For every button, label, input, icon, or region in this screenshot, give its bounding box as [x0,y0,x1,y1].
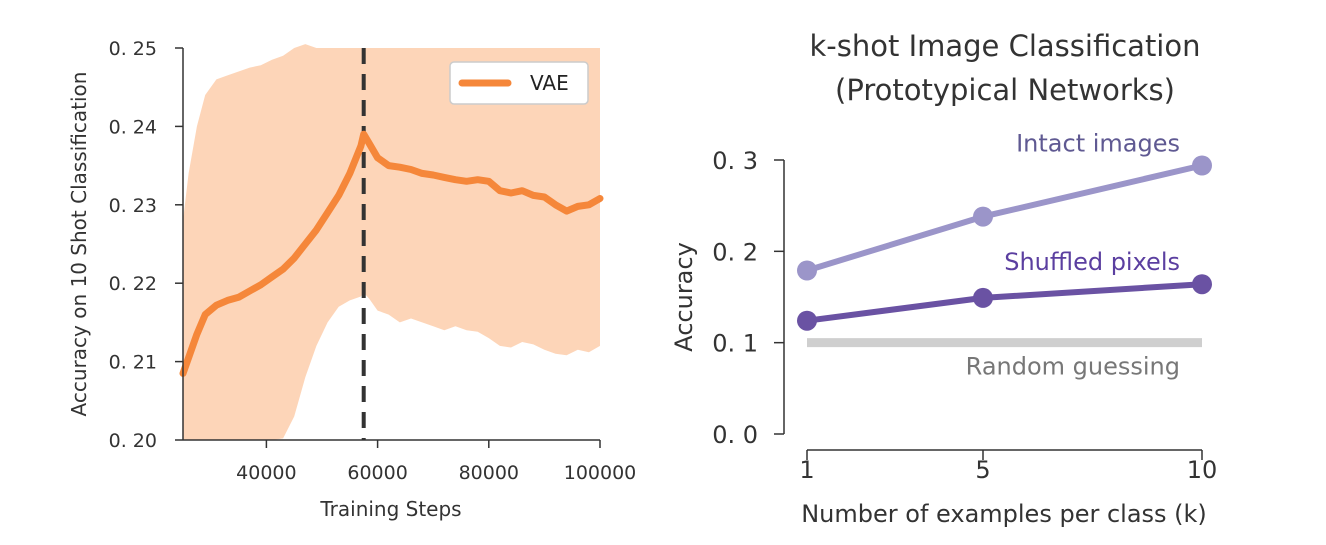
left-x-tick-label: 80000 [459,462,519,484]
left-x-tick-label: 100000 [564,462,637,484]
series-point-0 [1192,155,1212,176]
left-y-ticks: 0. 20 0. 21 0. 22 0. 23 0. 24 0. 25 [109,38,183,452]
right-series-group: Intact images Shuffled pixels [797,130,1212,331]
right-x-axis-label: Number of examples per class (k) [801,500,1207,528]
right-y-ticks: 0. 0 0. 1 0. 2 0. 3 [712,147,784,449]
right-y-tick-label: 0. 0 [712,421,758,449]
right-x-tick-label: 10 [1187,456,1218,484]
vae-series-line [179,130,604,377]
left-x-tick-label: 60000 [347,462,407,484]
right-y-tick-label: 0. 2 [712,238,758,266]
legend-label-vae: VAE [530,71,569,95]
left-x-axis-label: Training Steps [319,497,461,521]
left-y-tick-label: 0. 23 [109,195,157,217]
series-line-1 [806,281,1203,324]
right-y-tick-label: 0. 3 [712,147,758,175]
left-y-axis-label: Accuracy on 10 Shot Classification [67,72,91,417]
series-label-0: Intact images [1016,130,1180,158]
left-y-tick-label: 0. 22 [109,273,157,295]
right-chart: k-shot Image Classification (Prototypica… [670,29,1217,528]
right-chart-title-line-1: k-shot Image Classification [809,29,1200,63]
left-x-ticks: 40000 60000 80000 100000 [236,440,636,484]
right-y-tick-label: 0. 1 [712,330,758,358]
left-y-tick-label: 0. 20 [109,430,157,452]
series-label-1: Shuffled pixels [1004,248,1180,276]
left-x-tick-label: 40000 [236,462,296,484]
vae-confidence-band [183,44,600,440]
right-x-ticks: 1 5 10 [799,450,1217,484]
right-y-axis-label: Accuracy [670,242,698,352]
right-chart-title-line-2: (Prototypical Networks) [835,73,1175,107]
left-legend: VAE [449,61,589,105]
right-x-tick-label: 1 [799,456,814,484]
series-point-1 [1192,274,1212,295]
left-chart: 0. 20 0. 21 0. 22 0. 23 0. 24 0. 25 40000 6000… [67,38,636,521]
left-y-tick-label: 0. 21 [109,352,157,374]
left-y-tick-label: 0. 24 [109,116,157,138]
series-point-1 [973,287,993,308]
series-point-1 [797,310,817,331]
left-y-tick-label: 0. 25 [109,38,157,60]
legend-box [449,61,589,105]
series-point-0 [973,206,993,227]
right-x-tick-label: 5 [975,456,990,484]
series-point-0 [797,260,817,281]
random-guessing-label: Random guessing [966,353,1180,381]
